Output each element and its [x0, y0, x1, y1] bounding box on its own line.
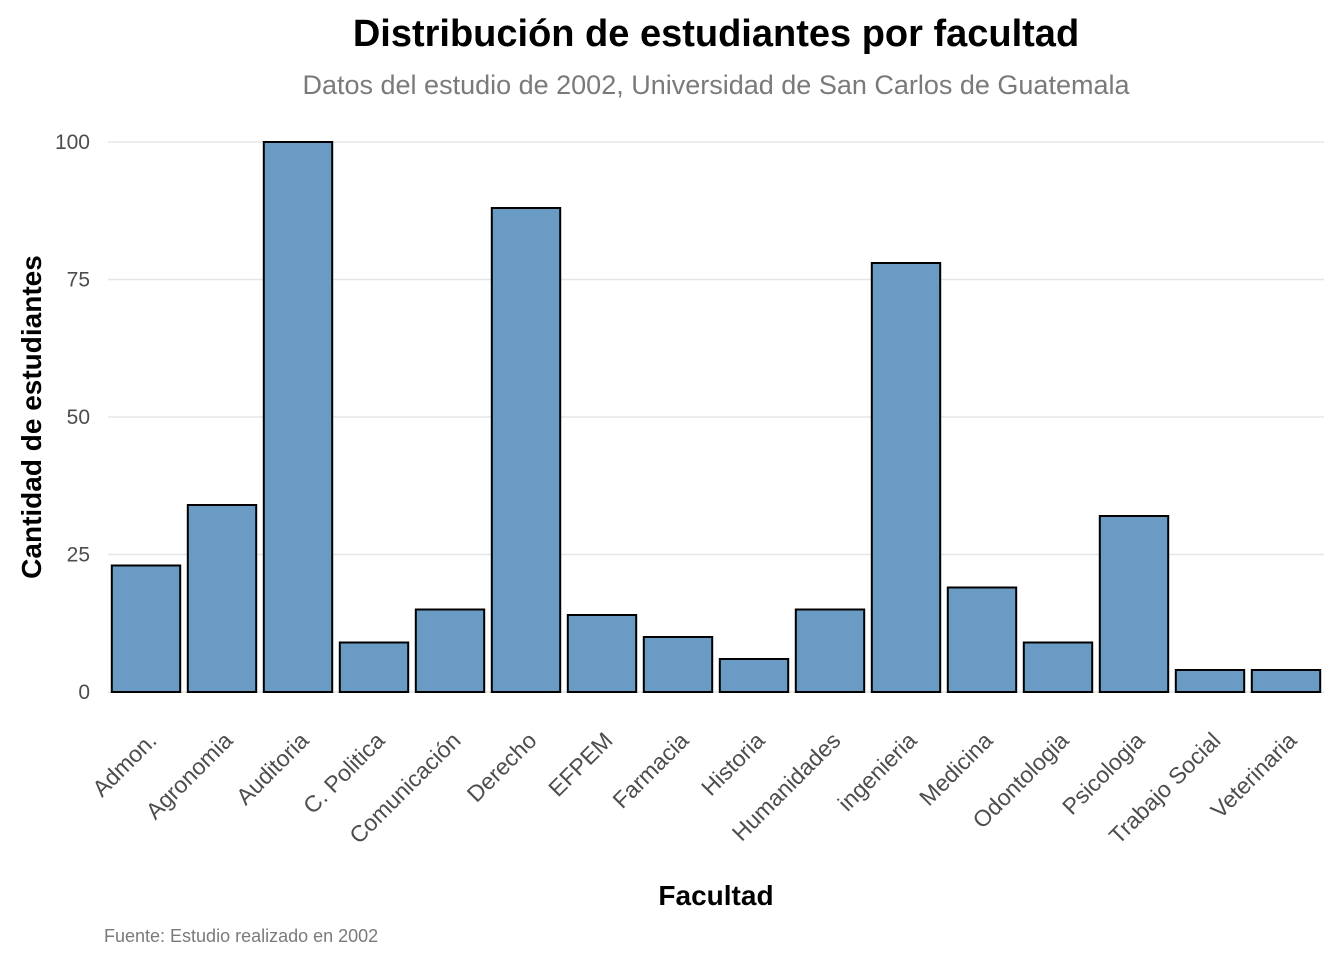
x-tick-label: ingenieria [833, 727, 922, 816]
chart-subtitle: Datos del estudio de 2002, Universidad d… [302, 70, 1130, 100]
bar-6 [566, 614, 638, 693]
bar-5 [490, 207, 562, 693]
bar-1 [186, 504, 258, 693]
x-tick-label: Farmacia [607, 727, 693, 813]
y-tick-label: 50 [67, 406, 90, 429]
bar-13 [1098, 515, 1170, 693]
chart-title: Distribución de estudiantes por facultad [353, 13, 1079, 55]
bar-15 [1250, 669, 1322, 693]
bar-2 [262, 141, 334, 693]
bar-8 [718, 658, 790, 693]
x-tick-label: Derecho [462, 727, 542, 807]
bar-14 [1174, 669, 1246, 693]
x-tick-label: Historia [696, 727, 770, 801]
y-tick-label: 0 [78, 681, 90, 704]
bar-3 [338, 641, 410, 693]
x-axis-title: Facultad [658, 880, 773, 911]
x-tick-label: EFPEM [543, 727, 617, 801]
bar-10 [870, 262, 942, 693]
bar-0 [110, 564, 182, 693]
bar-7 [642, 636, 714, 693]
y-axis-ticks: 0 25 50 75 100 [55, 131, 90, 704]
y-tick-label: 100 [55, 131, 90, 154]
x-tick-label: Admon. [87, 727, 161, 801]
y-axis-title: Cantidad de estudiantes [16, 255, 47, 579]
chart-caption: Fuente: Estudio realizado en 2002 [104, 926, 378, 946]
y-tick-label: 25 [67, 544, 90, 567]
bar-11 [946, 586, 1018, 693]
bar-9 [794, 608, 866, 693]
y-tick-label: 75 [67, 269, 90, 292]
bars [110, 141, 1322, 693]
bar-12 [1022, 641, 1094, 693]
bar-4 [414, 608, 486, 693]
